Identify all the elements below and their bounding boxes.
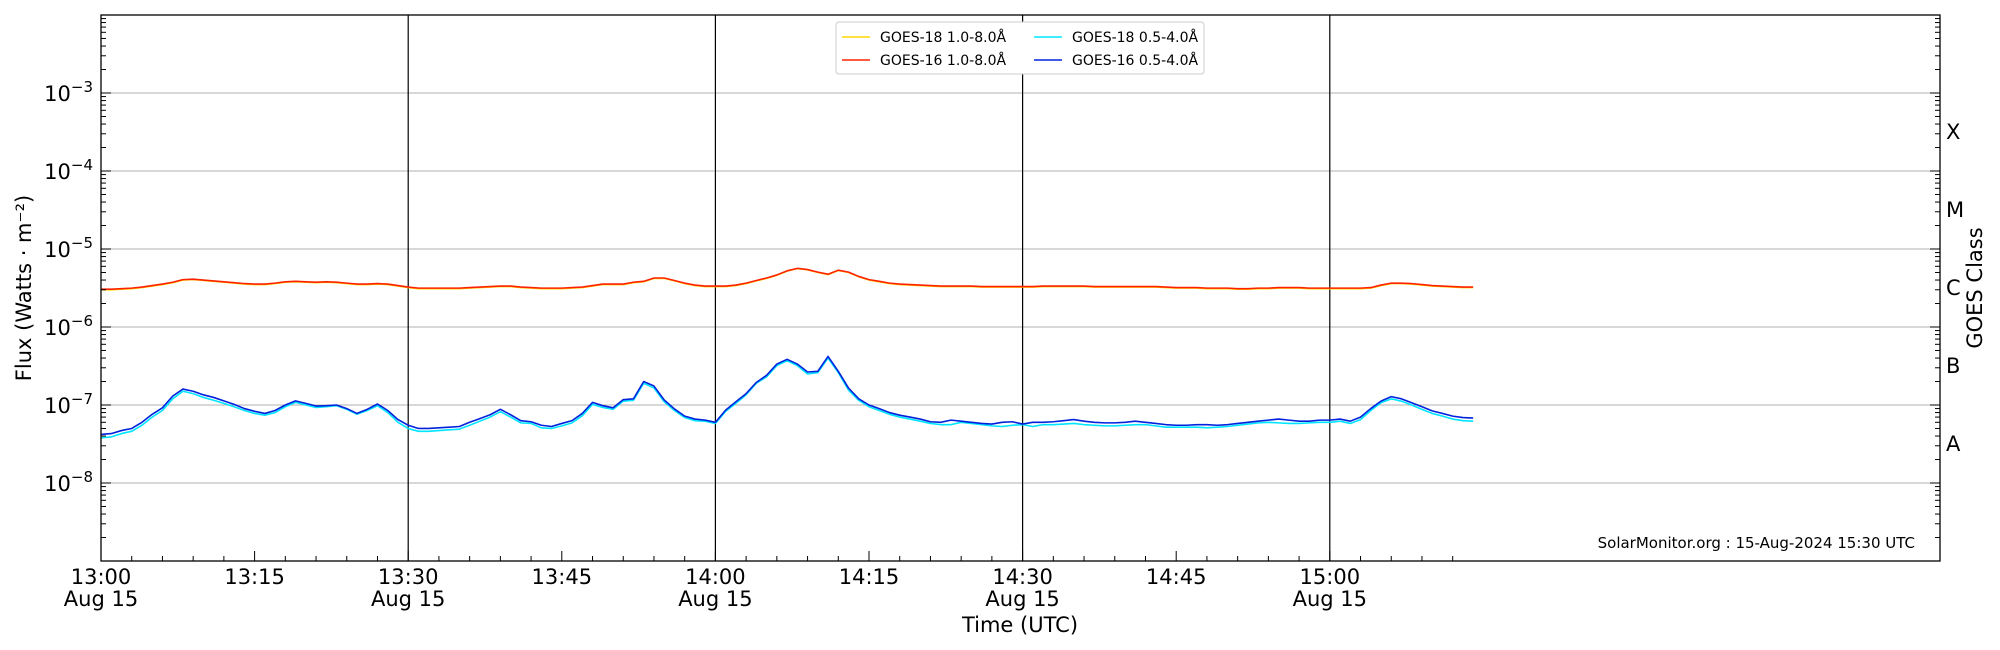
y2-axis-label: GOES Class <box>1963 227 1987 348</box>
y-tick-labels: 10−8 10−7 10−6 10−5 10−4 10−3 <box>44 78 93 496</box>
series-line-2 <box>100 357 1474 439</box>
goes-class-label: C <box>1946 276 1961 300</box>
goes-class-label: M <box>1946 198 1964 222</box>
legend-box <box>835 21 1205 75</box>
y-tick-label: 10−4 <box>44 156 93 184</box>
x-tick-label-date: Aug 15 <box>64 587 138 611</box>
grid-layer <box>101 92 1940 484</box>
x-tick-label-time: 14:30 <box>992 565 1053 589</box>
goes-class-label: B <box>1946 354 1960 378</box>
y-tick-label: 10−6 <box>44 312 93 340</box>
y-axis-label: Flux (Watts · m⁻²) <box>12 195 36 381</box>
series-line-1 <box>101 267 1474 291</box>
goes-class-label: A <box>1946 432 1961 456</box>
x-tick-label-date: Aug 15 <box>985 587 1059 611</box>
y-tick-label: 10−8 <box>44 468 93 496</box>
legend-label-goes16-long: GOES-16 1.0-8.0Å <box>880 52 1006 69</box>
series-layer <box>100 267 1474 439</box>
credit-text: SolarMonitor.org : 15-Aug-2024 15:30 UTC <box>1598 534 1915 552</box>
legend-label-goes18-short: GOES-18 0.5-4.0Å <box>1072 29 1198 46</box>
legend: GOES-18 1.0-8.0Å GOES-16 1.0-8.0Å GOES-1… <box>835 21 1205 75</box>
goes-class-labels: A B C M X <box>1946 120 1964 456</box>
goes-class-label: X <box>1946 120 1960 144</box>
x-axis-label: Time (UTC) <box>961 613 1078 637</box>
y-tick-label: 10−5 <box>44 234 93 262</box>
x-tick-label-time: 13:00 <box>71 565 132 589</box>
x-tick-label-date: Aug 15 <box>1293 587 1367 611</box>
x-tick-label-time: 13:45 <box>532 565 593 589</box>
x-tick-label-time: 15:00 <box>1300 565 1361 589</box>
x-tick-label-time: 13:30 <box>378 565 439 589</box>
legend-label-goes18-long: GOES-18 1.0-8.0Å <box>880 29 1006 46</box>
series-line-3 <box>100 355 1474 436</box>
x-tick-label-time: 13:15 <box>224 565 285 589</box>
plot-frame <box>100 14 1941 562</box>
y-tick-label: 10−3 <box>44 78 93 106</box>
x-tick-label-date: Aug 15 <box>678 587 752 611</box>
x-tick-label-time: 14:00 <box>685 565 746 589</box>
y-tick-label: 10−7 <box>44 390 93 418</box>
x-tick-label-time: 14:45 <box>1146 565 1207 589</box>
x-tick-label-date: Aug 15 <box>371 587 445 611</box>
x-tick-label-time: 14:15 <box>839 565 900 589</box>
legend-label-goes16-short: GOES-16 0.5-4.0Å <box>1072 52 1198 69</box>
